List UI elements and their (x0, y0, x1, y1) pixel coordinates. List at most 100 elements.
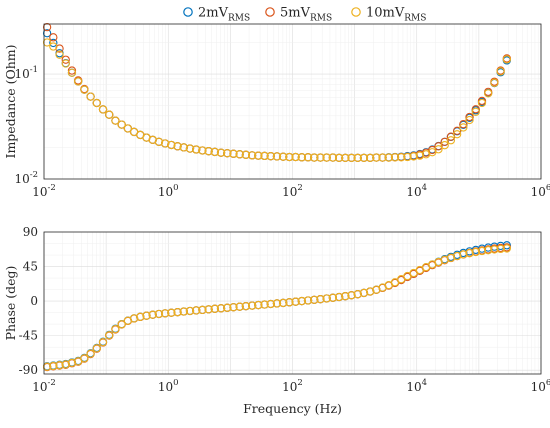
data-point (154, 309, 164, 319)
data-point (285, 298, 294, 307)
data-point (185, 306, 195, 316)
data-point (55, 50, 64, 59)
data-point (291, 297, 300, 306)
data-point (61, 360, 70, 369)
data-point (459, 250, 468, 259)
x-tick-label: 104 (406, 378, 427, 394)
data-point (409, 152, 418, 161)
data-point (55, 361, 64, 370)
data-point (192, 306, 201, 315)
data-point (291, 152, 300, 162)
data-point (179, 307, 188, 316)
data-point (204, 305, 213, 314)
impedance-tick-labels: 10-2 100 102 104 106 10-1 10-2 (14, 65, 550, 199)
data-point (247, 151, 257, 160)
series-2mV (42, 29, 511, 163)
data-point (185, 144, 195, 153)
data-point (353, 153, 362, 163)
data-point (465, 112, 474, 122)
impedance-ylabel: Impedance (Ohm) (3, 45, 18, 159)
phase-markers (42, 241, 511, 372)
data-point (465, 249, 474, 258)
data-point (105, 110, 114, 119)
data-point (390, 153, 400, 162)
data-point (316, 295, 325, 304)
data-point (235, 150, 244, 159)
data-point (347, 153, 356, 163)
x-tick-label: 106 (531, 378, 550, 394)
legend-marker-1 (265, 7, 275, 17)
legend: 2mVRMS 5mVRMS 10mVRMS (183, 6, 426, 24)
data-point (241, 150, 251, 159)
data-point (459, 123, 468, 132)
data-point (216, 304, 226, 313)
data-point (98, 105, 108, 114)
data-point (341, 292, 350, 301)
data-point (459, 120, 468, 129)
data-point (322, 294, 331, 303)
legend-marker-2 (351, 7, 361, 17)
data-point (502, 244, 511, 253)
data-point (366, 153, 375, 163)
data-point (490, 245, 499, 254)
data-point (359, 288, 369, 298)
data-point (297, 296, 306, 306)
data-point (160, 139, 170, 148)
series-5mV (42, 22, 511, 163)
data-point (384, 153, 393, 162)
x-tick-label: 102 (282, 183, 303, 199)
data-point (167, 140, 176, 150)
data-point (266, 152, 275, 161)
data-point (92, 344, 101, 353)
data-point (465, 115, 474, 125)
frequency-xlabel: Frequency (Hz) (243, 401, 342, 416)
data-point (297, 153, 306, 162)
data-point (61, 55, 70, 64)
data-point (452, 126, 462, 135)
data-point (366, 287, 375, 296)
data-point (210, 304, 219, 313)
data-point (167, 308, 176, 317)
data-point (490, 78, 499, 87)
data-point (428, 145, 437, 155)
data-point (142, 311, 151, 320)
x-tick-label: 104 (406, 183, 427, 199)
x-tick-label: 102 (282, 378, 303, 394)
series-10mV (42, 244, 511, 371)
data-point (279, 152, 288, 161)
data-point (446, 136, 456, 145)
data-point (154, 137, 164, 146)
data-point (334, 153, 344, 163)
y-tick-label: -90 (19, 363, 38, 377)
data-point (42, 38, 52, 47)
data-point (378, 153, 387, 162)
data-point (111, 324, 120, 334)
data-point (484, 246, 493, 255)
legend-marker-0 (183, 7, 193, 17)
data-point (42, 22, 52, 32)
data-point (285, 152, 294, 162)
data-point (310, 295, 319, 305)
data-point (86, 92, 95, 101)
data-point (502, 55, 511, 64)
impedance-axes-frame (43, 23, 542, 180)
y-tick-label: 45 (23, 260, 38, 274)
data-point (67, 358, 77, 368)
data-point (254, 151, 263, 160)
data-point (67, 66, 77, 75)
legend-label-1: 5mVRMS (280, 6, 332, 24)
data-point (235, 302, 244, 311)
data-point (160, 309, 170, 318)
data-point (241, 301, 251, 311)
phase-ylabel: Phase (deg) (3, 266, 18, 341)
data-point (471, 247, 480, 257)
data-point (92, 98, 101, 108)
data-point (42, 362, 52, 371)
data-point (148, 310, 157, 319)
data-point (328, 153, 338, 162)
impedance-markers (42, 22, 511, 163)
data-point (254, 300, 263, 310)
data-point (328, 293, 338, 302)
